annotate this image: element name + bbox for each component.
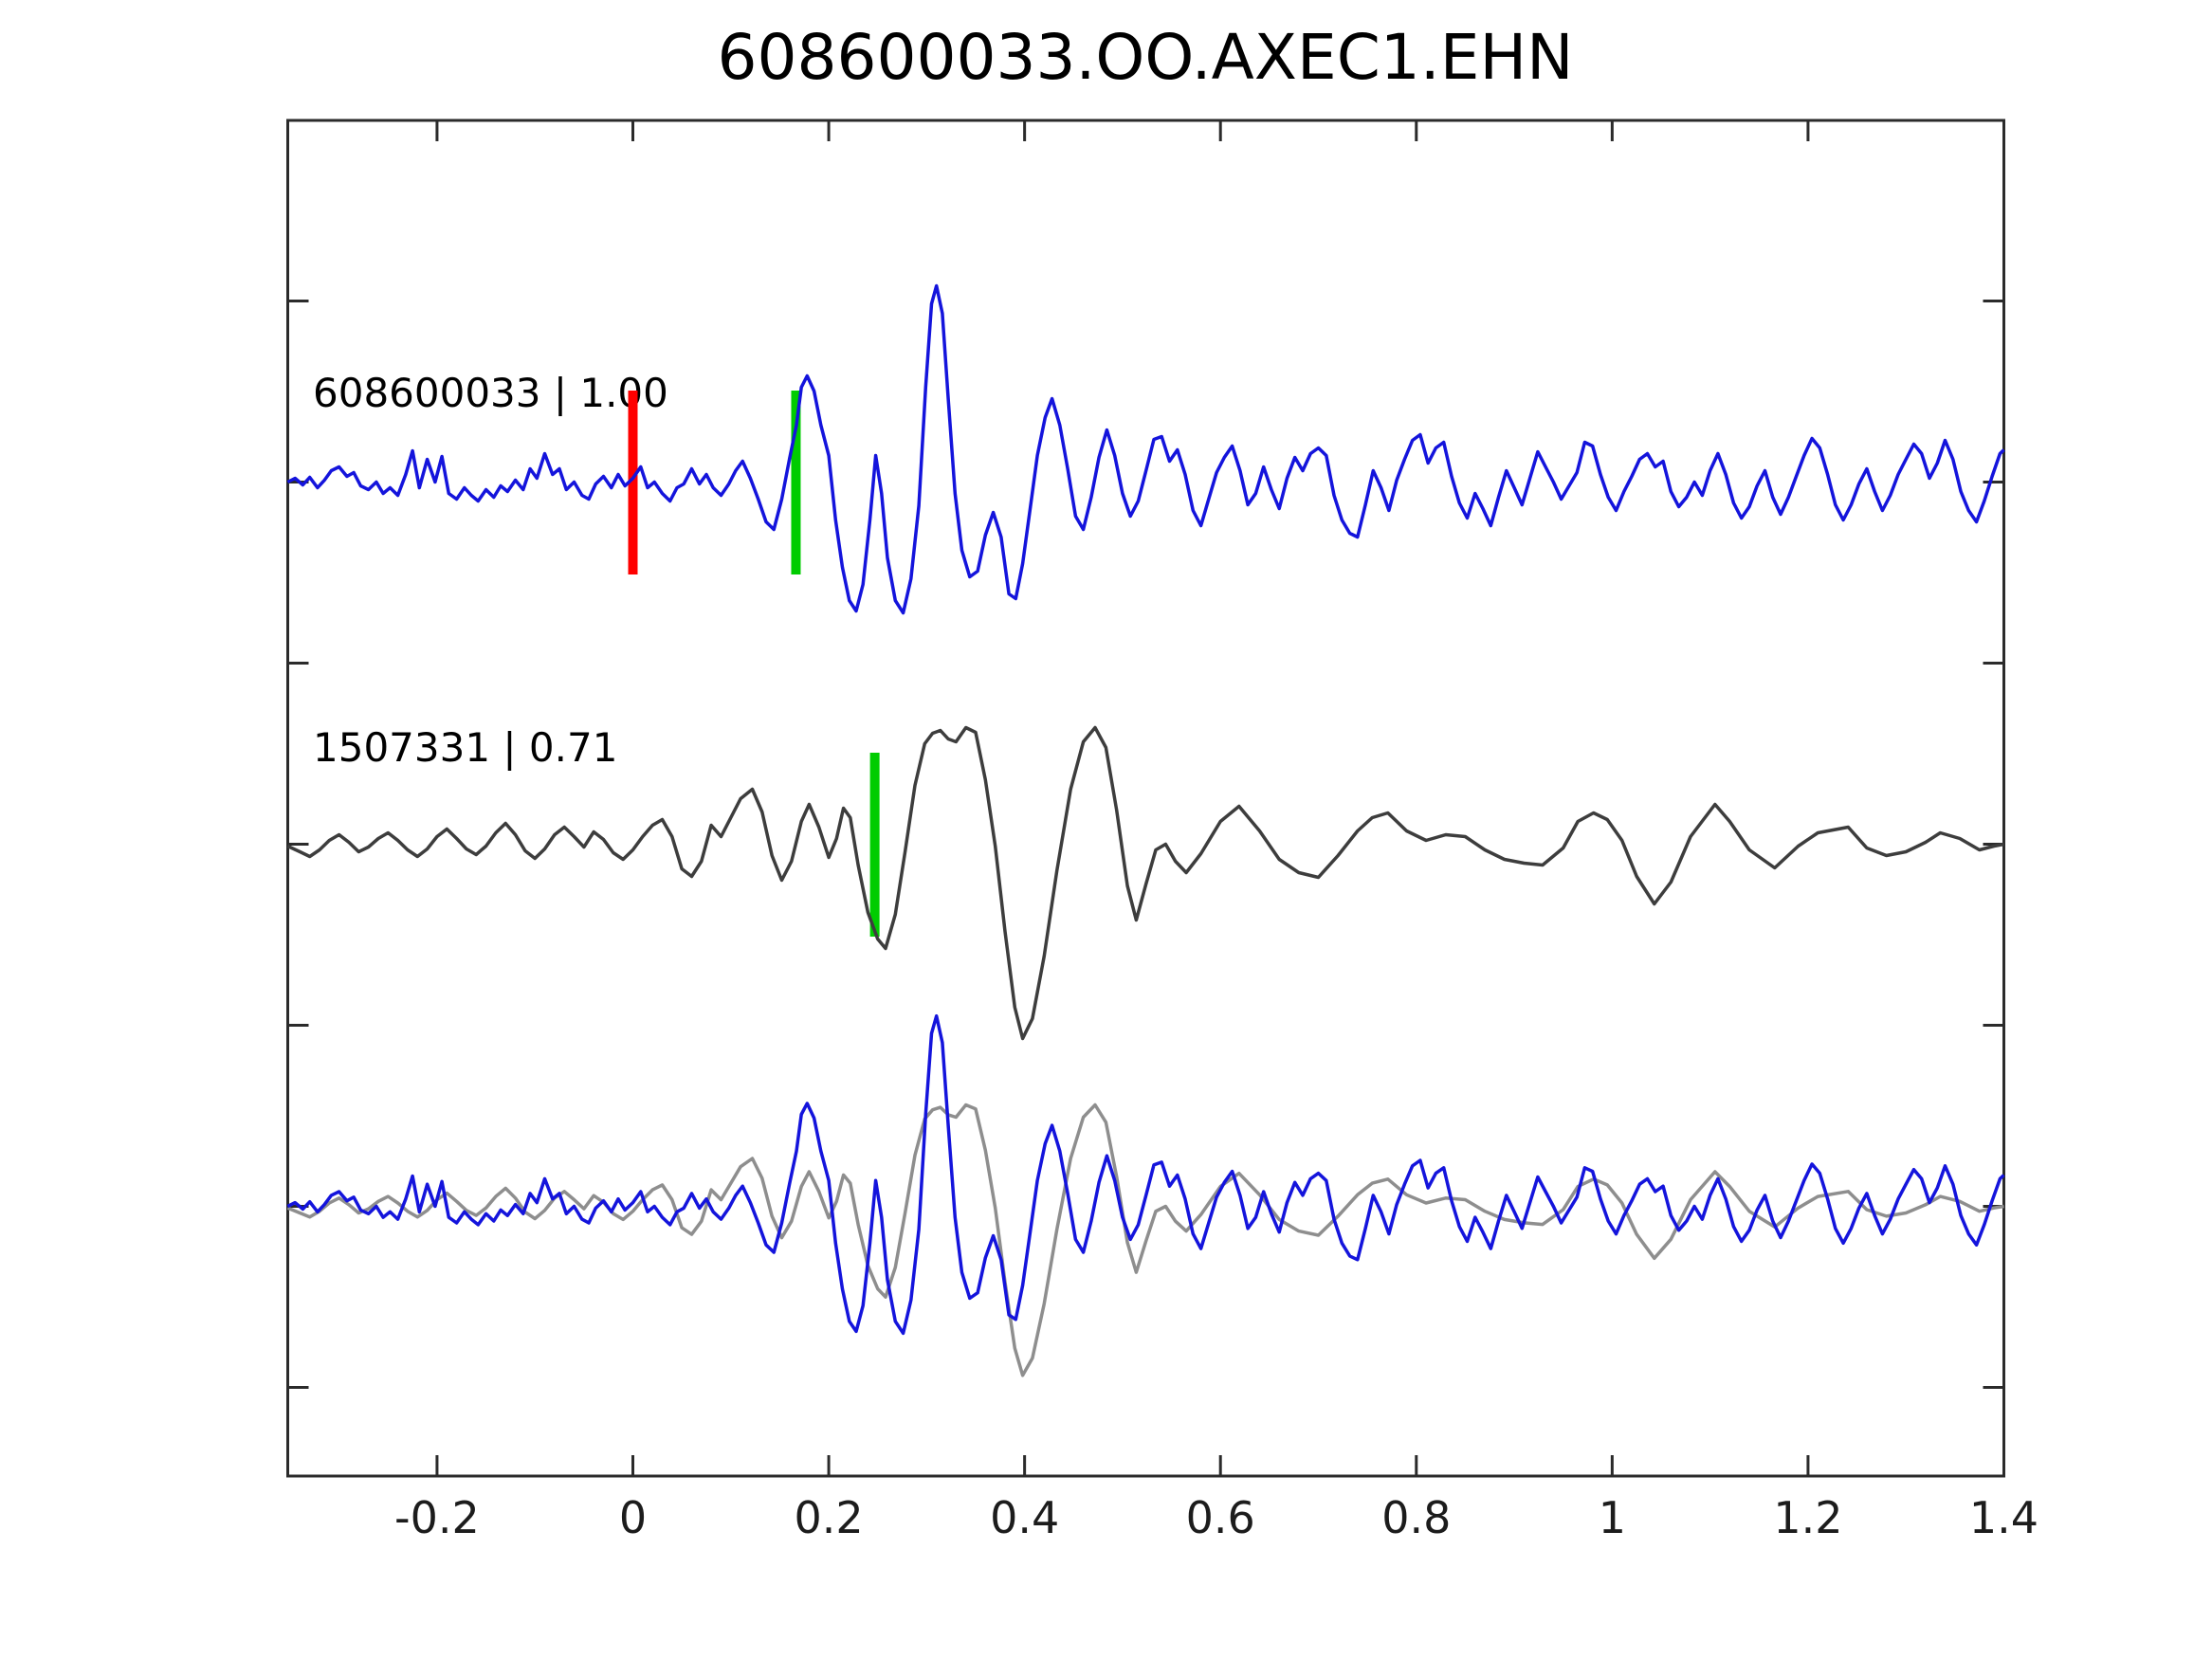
x-tick-label: 1.2	[1773, 1492, 1842, 1543]
plot-border	[286, 118, 2005, 1478]
x-tick-label: 0.6	[1186, 1492, 1255, 1543]
x-tick-label: 0.8	[1381, 1492, 1451, 1543]
waveform-trace-template-panel2	[286, 725, 2004, 1041]
waveform-trace-template-panel3	[286, 1103, 2004, 1377]
page-title: 608600033.OO.AXEC1.EHN	[717, 21, 1574, 94]
x-tick-label: 0.4	[990, 1492, 1059, 1543]
x-tick-label: 1.4	[1969, 1492, 2038, 1543]
x-tick-label: -0.2	[394, 1492, 480, 1543]
x-tick-label: 0.2	[794, 1492, 863, 1543]
x-tick-label: 1	[1599, 1492, 1626, 1543]
trace-2-label: 1507331 | 0.71	[313, 724, 618, 771]
waveform-trace-detection-panel1	[286, 283, 2005, 615]
x-tick-label: 0	[619, 1492, 647, 1543]
trace-1-label: 608600033 | 1.00	[313, 370, 668, 416]
waveform-trace-detection-panel3	[286, 1013, 2005, 1336]
